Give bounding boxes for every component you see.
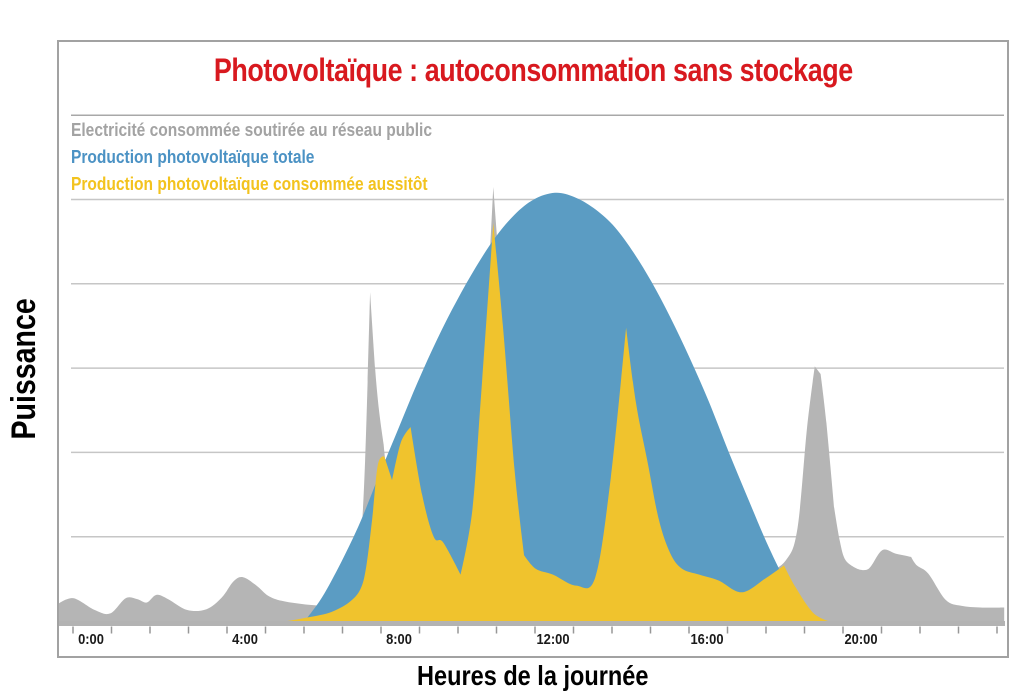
area-pv_total [304,192,806,624]
area-grid_consumption [59,186,1005,623]
x-tick-label-0: 0:00 [78,631,104,648]
x-axis-ticks [72,626,998,634]
legend-label: Production photovoltaïque totale [71,146,315,167]
x-tick-label-1: 4:00 [232,631,258,648]
legend-item-pv-selfconsumed: Production photovoltaïque consommée auss… [71,173,501,200]
x-axis-line [59,621,1005,626]
chart-title-text: Photovoltaïque : autoconsommation sans s… [213,52,853,88]
legend: Electricité consommée soutirée au réseau… [71,119,501,200]
y-axis-title-text: Puissance [5,298,43,440]
y-axis-title: Puissance [3,219,45,519]
x-tick-label-3: 12:00 [536,631,570,648]
x-tick-label-4: 16:00 [690,631,724,648]
legend-label: Electricité consommée soutirée au réseau… [71,119,433,140]
chart-title: Photovoltaïque : autoconsommation sans s… [58,52,1008,89]
gridlines [71,114,1004,538]
legend-label: Production photovoltaïque consommée auss… [71,173,428,194]
x-axis-title-text: Heures de la journée [417,660,649,691]
legend-item-pv-total: Production photovoltaïque totale [71,146,501,173]
legend-item-grid-consumption: Electricité consommée soutirée au réseau… [71,119,501,146]
figure-border [57,40,1009,658]
x-axis-title: Heures de la journée [58,660,1008,692]
x-tick-label-2: 8:00 [386,631,412,648]
x-tick-label-5: 20:00 [844,631,878,648]
area-pv_selfconsumed [287,223,829,623]
